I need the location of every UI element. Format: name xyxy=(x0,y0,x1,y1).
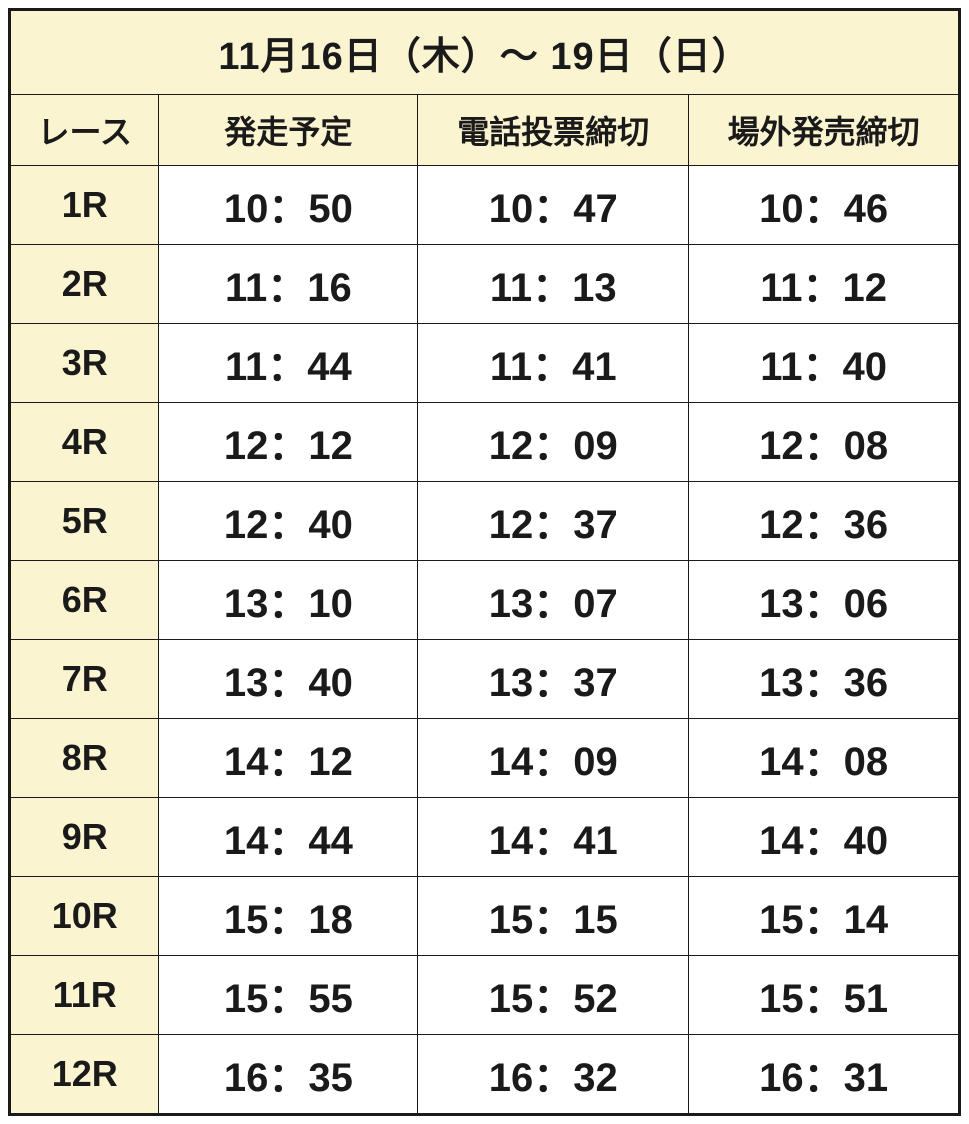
race-label: 4R xyxy=(10,403,159,482)
phone-deadline: 14：41 xyxy=(418,798,689,877)
start-time: 10：50 xyxy=(159,166,418,245)
phone-deadline: 13：07 xyxy=(418,561,689,640)
race-label: 7R xyxy=(10,640,159,719)
start-time: 12：12 xyxy=(159,403,418,482)
table-row: 6R 13：10 13：07 13：06 xyxy=(10,561,960,640)
race-label: 9R xyxy=(10,798,159,877)
table-row: 7R 13：40 13：37 13：36 xyxy=(10,640,960,719)
race-label: 5R xyxy=(10,482,159,561)
header-row: レース 発走予定 電話投票締切 場外発売締切 xyxy=(10,95,960,166)
table-row: 9R 14：44 14：41 14：40 xyxy=(10,798,960,877)
phone-deadline: 12：09 xyxy=(418,403,689,482)
offsite-deadline: 15：14 xyxy=(689,877,960,956)
race-label: 2R xyxy=(10,245,159,324)
phone-deadline: 11：13 xyxy=(418,245,689,324)
start-time: 15：55 xyxy=(159,956,418,1035)
offsite-deadline: 13：36 xyxy=(689,640,960,719)
phone-deadline: 14：09 xyxy=(418,719,689,798)
table-row: 2R 11：16 11：13 11：12 xyxy=(10,245,960,324)
col-header-start: 発走予定 xyxy=(159,95,418,166)
start-time: 12：40 xyxy=(159,482,418,561)
start-time: 14：44 xyxy=(159,798,418,877)
start-time: 13：10 xyxy=(159,561,418,640)
col-header-race: レース xyxy=(10,95,159,166)
race-label: 10R xyxy=(10,877,159,956)
table-row: 10R 15：18 15：15 15：14 xyxy=(10,877,960,956)
schedule-body: 1R 10：50 10：47 10：46 2R 11：16 11：13 11：1… xyxy=(10,166,960,1115)
offsite-deadline: 12：36 xyxy=(689,482,960,561)
offsite-deadline: 16：31 xyxy=(689,1035,960,1115)
phone-deadline: 10：47 xyxy=(418,166,689,245)
table-row: 11R 15：55 15：52 15：51 xyxy=(10,956,960,1035)
offsite-deadline: 11：40 xyxy=(689,324,960,403)
start-time: 11：16 xyxy=(159,245,418,324)
offsite-deadline: 12：08 xyxy=(689,403,960,482)
race-label: 11R xyxy=(10,956,159,1035)
phone-deadline: 15：52 xyxy=(418,956,689,1035)
race-label: 6R xyxy=(10,561,159,640)
table-row: 4R 12：12 12：09 12：08 xyxy=(10,403,960,482)
offsite-deadline: 10：46 xyxy=(689,166,960,245)
table-row: 1R 10：50 10：47 10：46 xyxy=(10,166,960,245)
start-time: 14：12 xyxy=(159,719,418,798)
offsite-deadline: 11：12 xyxy=(689,245,960,324)
col-header-offsite: 場外発売締切 xyxy=(689,95,960,166)
table-row: 5R 12：40 12：37 12：36 xyxy=(10,482,960,561)
title-row: 11月16日（木）～ 19日（日） xyxy=(10,10,960,95)
race-schedule-table: 11月16日（木）～ 19日（日） レース 発走予定 電話投票締切 場外発売締切… xyxy=(8,8,961,1116)
race-label: 8R xyxy=(10,719,159,798)
phone-deadline: 15：15 xyxy=(418,877,689,956)
col-header-phone: 電話投票締切 xyxy=(418,95,689,166)
table-row: 12R 16：35 16：32 16：31 xyxy=(10,1035,960,1115)
race-label: 3R xyxy=(10,324,159,403)
table-row: 8R 14：12 14：09 14：08 xyxy=(10,719,960,798)
offsite-deadline: 14：40 xyxy=(689,798,960,877)
offsite-deadline: 14：08 xyxy=(689,719,960,798)
phone-deadline: 13：37 xyxy=(418,640,689,719)
offsite-deadline: 15：51 xyxy=(689,956,960,1035)
race-label: 1R xyxy=(10,166,159,245)
start-time: 13：40 xyxy=(159,640,418,719)
phone-deadline: 11：41 xyxy=(418,324,689,403)
start-time: 11：44 xyxy=(159,324,418,403)
table-row: 3R 11：44 11：41 11：40 xyxy=(10,324,960,403)
start-time: 16：35 xyxy=(159,1035,418,1115)
phone-deadline: 12：37 xyxy=(418,482,689,561)
offsite-deadline: 13：06 xyxy=(689,561,960,640)
start-time: 15：18 xyxy=(159,877,418,956)
race-label: 12R xyxy=(10,1035,159,1115)
schedule-title: 11月16日（木）～ 19日（日） xyxy=(10,10,960,95)
phone-deadline: 16：32 xyxy=(418,1035,689,1115)
